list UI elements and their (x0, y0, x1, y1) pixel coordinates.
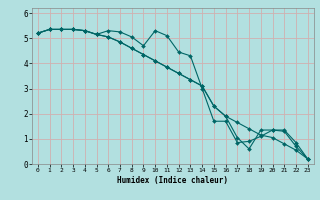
X-axis label: Humidex (Indice chaleur): Humidex (Indice chaleur) (117, 176, 228, 185)
